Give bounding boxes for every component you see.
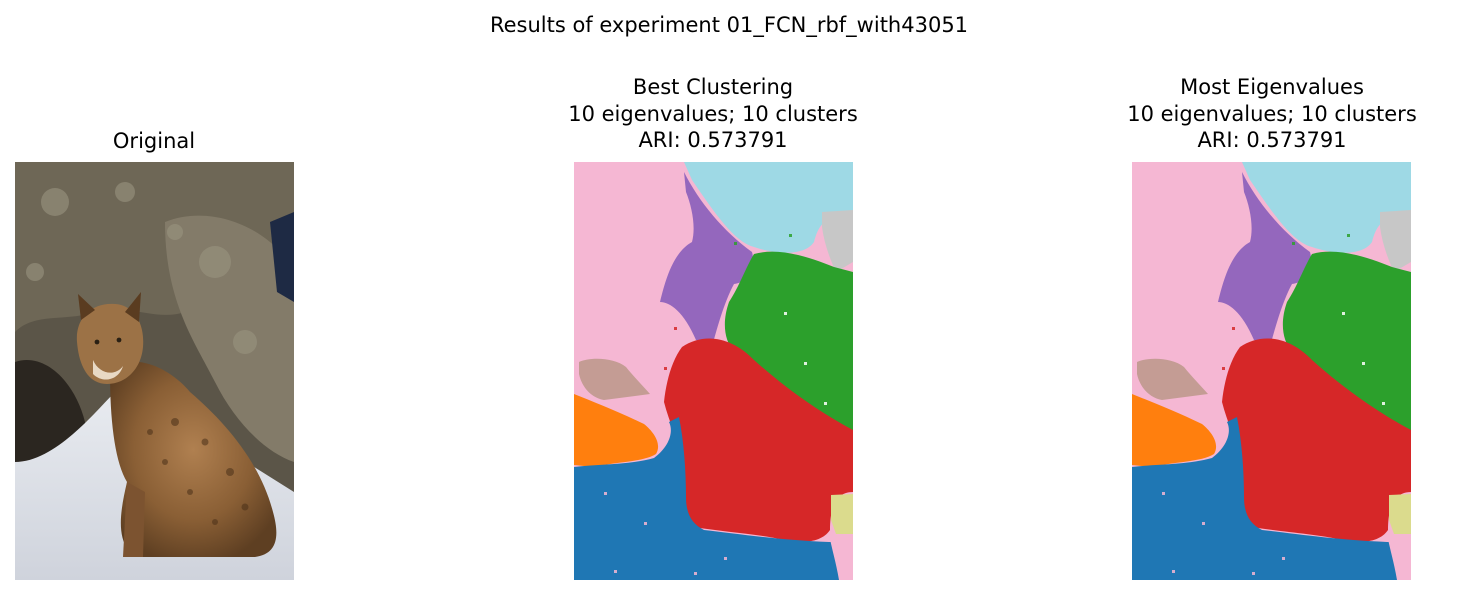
- bobcat-spots: [147, 418, 249, 525]
- cluster-pink-edge: [829, 534, 853, 580]
- cluster-orange-region: [1132, 394, 1217, 467]
- most-title-line3: ARI: 0.573791: [1197, 128, 1347, 152]
- rock-lichen-spots: [26, 182, 257, 354]
- bobcat-front-legs: [123, 482, 145, 557]
- cluster-brown-region: [1137, 358, 1208, 400]
- best-title-line2: 10 eigenvalues; 10 clusters: [568, 101, 858, 126]
- cluster-green-region: [1282, 251, 1411, 432]
- bobcat-eye-right: [116, 337, 122, 343]
- cluster-red-region: [1222, 338, 1411, 542]
- figure-suptitle: Results of experiment 01_FCN_rbf_with430…: [489, 13, 969, 37]
- bobcat-ear-left: [78, 294, 95, 320]
- original-photo: [15, 162, 294, 580]
- most-title-line1: Most Eigenvalues: [1180, 75, 1364, 99]
- best-panel-title: Best Clustering 10 eigenvalues; 10 clust…: [483, 74, 943, 154]
- bobcat-muzzle: [93, 360, 123, 380]
- cluster-gray-region: [1380, 210, 1411, 272]
- cluster-purple-region: [660, 172, 754, 347]
- bobcat-eye-left: [94, 339, 100, 345]
- cluster-olive-region: [831, 494, 853, 534]
- sky-patch: [270, 212, 294, 302]
- original-title-text: Original: [112, 129, 196, 153]
- rock-boulder-right: [165, 215, 294, 462]
- cluster-lightblue-region: [684, 162, 853, 253]
- cluster-brown-region: [579, 358, 650, 400]
- cluster-orange-region: [574, 394, 659, 467]
- cluster-gray-region: [822, 210, 853, 272]
- cluster-olive-region: [1389, 494, 1411, 534]
- cluster-red-region: [664, 338, 853, 542]
- segmentation-regions: [1132, 162, 1411, 580]
- best-title-line3: ARI: 0.573791: [638, 128, 788, 152]
- cluster-green-region: [724, 251, 853, 432]
- best-segmentation-map: [574, 162, 853, 580]
- bobcat-body: [110, 361, 277, 557]
- segmentation-regions: [574, 162, 853, 580]
- cluster-pink-edge: [1387, 534, 1411, 580]
- most-segmentation-map: [1132, 162, 1411, 580]
- segmentation-speckles: [1162, 234, 1385, 575]
- cluster-purple-region: [1218, 172, 1312, 347]
- original-panel-title: Original: [0, 128, 384, 155]
- most-panel-title: Most Eigenvalues 10 eigenvalues; 10 clus…: [1042, 74, 1458, 154]
- most-title-line2: 10 eigenvalues; 10 clusters: [1127, 101, 1417, 126]
- cluster-blue-region: [574, 417, 853, 580]
- best-title-line1: Best Clustering: [632, 75, 794, 99]
- bobcat-ear-right: [125, 292, 141, 322]
- cluster-blue-region: [1132, 417, 1411, 580]
- segmentation-speckles: [604, 234, 827, 575]
- cluster-lightblue-region: [1242, 162, 1411, 253]
